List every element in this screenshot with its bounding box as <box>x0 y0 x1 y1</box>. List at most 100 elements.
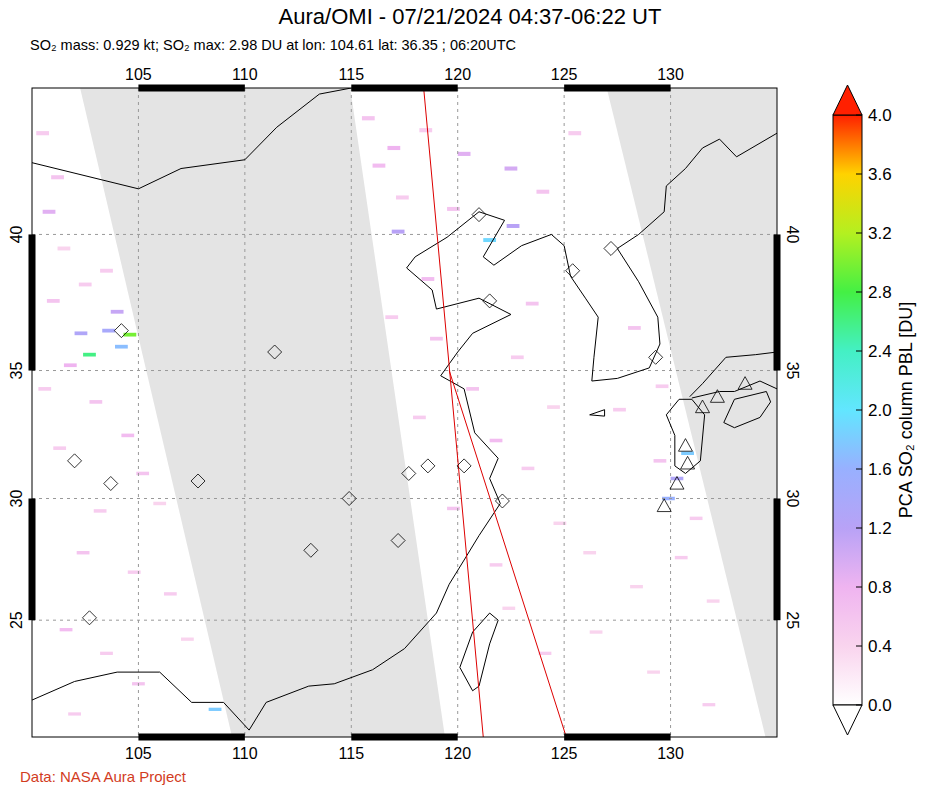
so2-pixel <box>68 712 81 715</box>
grid-line <box>457 88 458 737</box>
volcano-diamond <box>457 459 471 473</box>
colorbar-tick-label: 2.8 <box>868 283 892 302</box>
so2-pixel <box>630 585 643 588</box>
tick-label-bottom: 120 <box>444 745 471 762</box>
volcano-diamond <box>391 534 405 548</box>
so2-pixel <box>75 331 88 335</box>
volcano-triangle <box>657 499 671 512</box>
colorbar-tick-label: 3.2 <box>868 224 892 243</box>
grid-line <box>670 88 671 737</box>
border-bar <box>351 734 457 741</box>
so2-pixel <box>100 269 113 273</box>
tick-label-top: 130 <box>657 66 684 83</box>
so2-pixel <box>656 384 669 388</box>
colorbar-tick-label: 2.4 <box>868 342 892 361</box>
colorbar-tick-label: 1.6 <box>868 460 892 479</box>
volcano-diamond <box>268 345 282 359</box>
coastline <box>692 381 777 398</box>
volcano-diamond <box>191 474 205 488</box>
coastline <box>192 133 777 730</box>
volcano-triangle <box>696 400 710 413</box>
border-bar <box>774 499 781 621</box>
so2-pixel <box>511 355 524 359</box>
volcano-diamond <box>68 454 82 468</box>
so2-pixel <box>647 670 660 673</box>
so2-pixel <box>490 563 503 566</box>
colorbar-tick <box>856 469 862 470</box>
grid-line <box>32 620 777 621</box>
coastline <box>590 410 605 416</box>
map-frame <box>32 88 777 737</box>
coastline <box>690 352 777 397</box>
so2-pixel <box>703 703 716 706</box>
volcano-diamond <box>304 543 318 557</box>
so2-pixel <box>387 146 400 150</box>
colorbar-tick <box>856 174 862 175</box>
so2-pixel <box>43 210 56 214</box>
so2-pixel <box>153 502 166 505</box>
colorbar-tick <box>856 528 862 529</box>
border-bar <box>564 85 670 92</box>
border-bar <box>29 234 36 370</box>
tick-label-left: 35 <box>8 362 25 380</box>
border-bar <box>29 499 36 621</box>
volcano-diamond <box>566 264 580 278</box>
colorbar-tick-label: 0.4 <box>868 637 892 656</box>
so2-pixel <box>536 190 549 194</box>
so2-pixel <box>164 592 177 595</box>
tick-label-bottom: 110 <box>232 745 258 762</box>
tick-label-top: 105 <box>125 66 152 83</box>
so2-pixel <box>522 467 535 471</box>
colorbar-tick <box>856 705 862 706</box>
tick-label-right: 40 <box>784 226 801 244</box>
border-bar <box>138 85 244 92</box>
so2-pixel <box>430 337 443 341</box>
so2-pixel <box>654 459 667 463</box>
orbit-line <box>449 371 566 737</box>
tick-label-top: 125 <box>551 66 578 83</box>
so2-pixel <box>675 556 688 559</box>
colorbar-label: PCA SO₂ column PBL [DU] <box>896 302 916 518</box>
volcano-triangle <box>710 390 724 403</box>
border-bar <box>351 85 457 92</box>
so2-pixel <box>79 283 92 287</box>
so2-pixel <box>568 131 581 135</box>
grid-line <box>32 234 777 235</box>
grid-line <box>564 88 565 737</box>
tick-label-top: 120 <box>444 66 471 83</box>
colorbar-tick <box>856 646 862 647</box>
colorbar-tick <box>856 115 862 116</box>
grid-line <box>32 498 777 499</box>
volcano-diamond <box>483 294 497 308</box>
so2-pixel <box>94 509 107 512</box>
subtitle: SO₂ mass: 0.929 kt; SO₂ max: 2.98 DU at … <box>30 37 516 53</box>
colorbar-tick-label: 2.0 <box>868 401 892 420</box>
coastline <box>32 88 351 189</box>
so2-pixel <box>47 299 60 303</box>
colorbar-tick <box>856 351 862 352</box>
so2-pixel <box>121 434 134 438</box>
volcano-diamond <box>114 324 128 338</box>
so2-pixel <box>502 607 515 610</box>
colorbar-tick-label: 0.8 <box>868 578 892 597</box>
so2-pixel <box>36 131 49 135</box>
volcano-triangle <box>681 456 695 469</box>
so2-pixel <box>458 152 471 156</box>
so2-pixel <box>111 310 124 314</box>
so2-pixel <box>422 277 435 281</box>
so2-pixel <box>526 302 539 306</box>
so2-pixel <box>100 652 113 655</box>
volcano-diamond <box>495 494 509 508</box>
so2-pixel <box>396 195 409 199</box>
colorbar-tick <box>856 410 862 411</box>
grid-line <box>244 88 245 737</box>
so2-pixel <box>51 175 64 179</box>
colorbar-tick-label: 1.2 <box>868 519 892 538</box>
so2-pixel <box>507 224 520 228</box>
so2-pixel <box>707 599 720 602</box>
colorbar-tick <box>856 233 862 234</box>
volcano-diamond <box>402 466 416 480</box>
so2-pixel <box>547 405 560 409</box>
colorbar-extend-bottom <box>833 705 862 735</box>
so2-pixel <box>690 517 703 520</box>
